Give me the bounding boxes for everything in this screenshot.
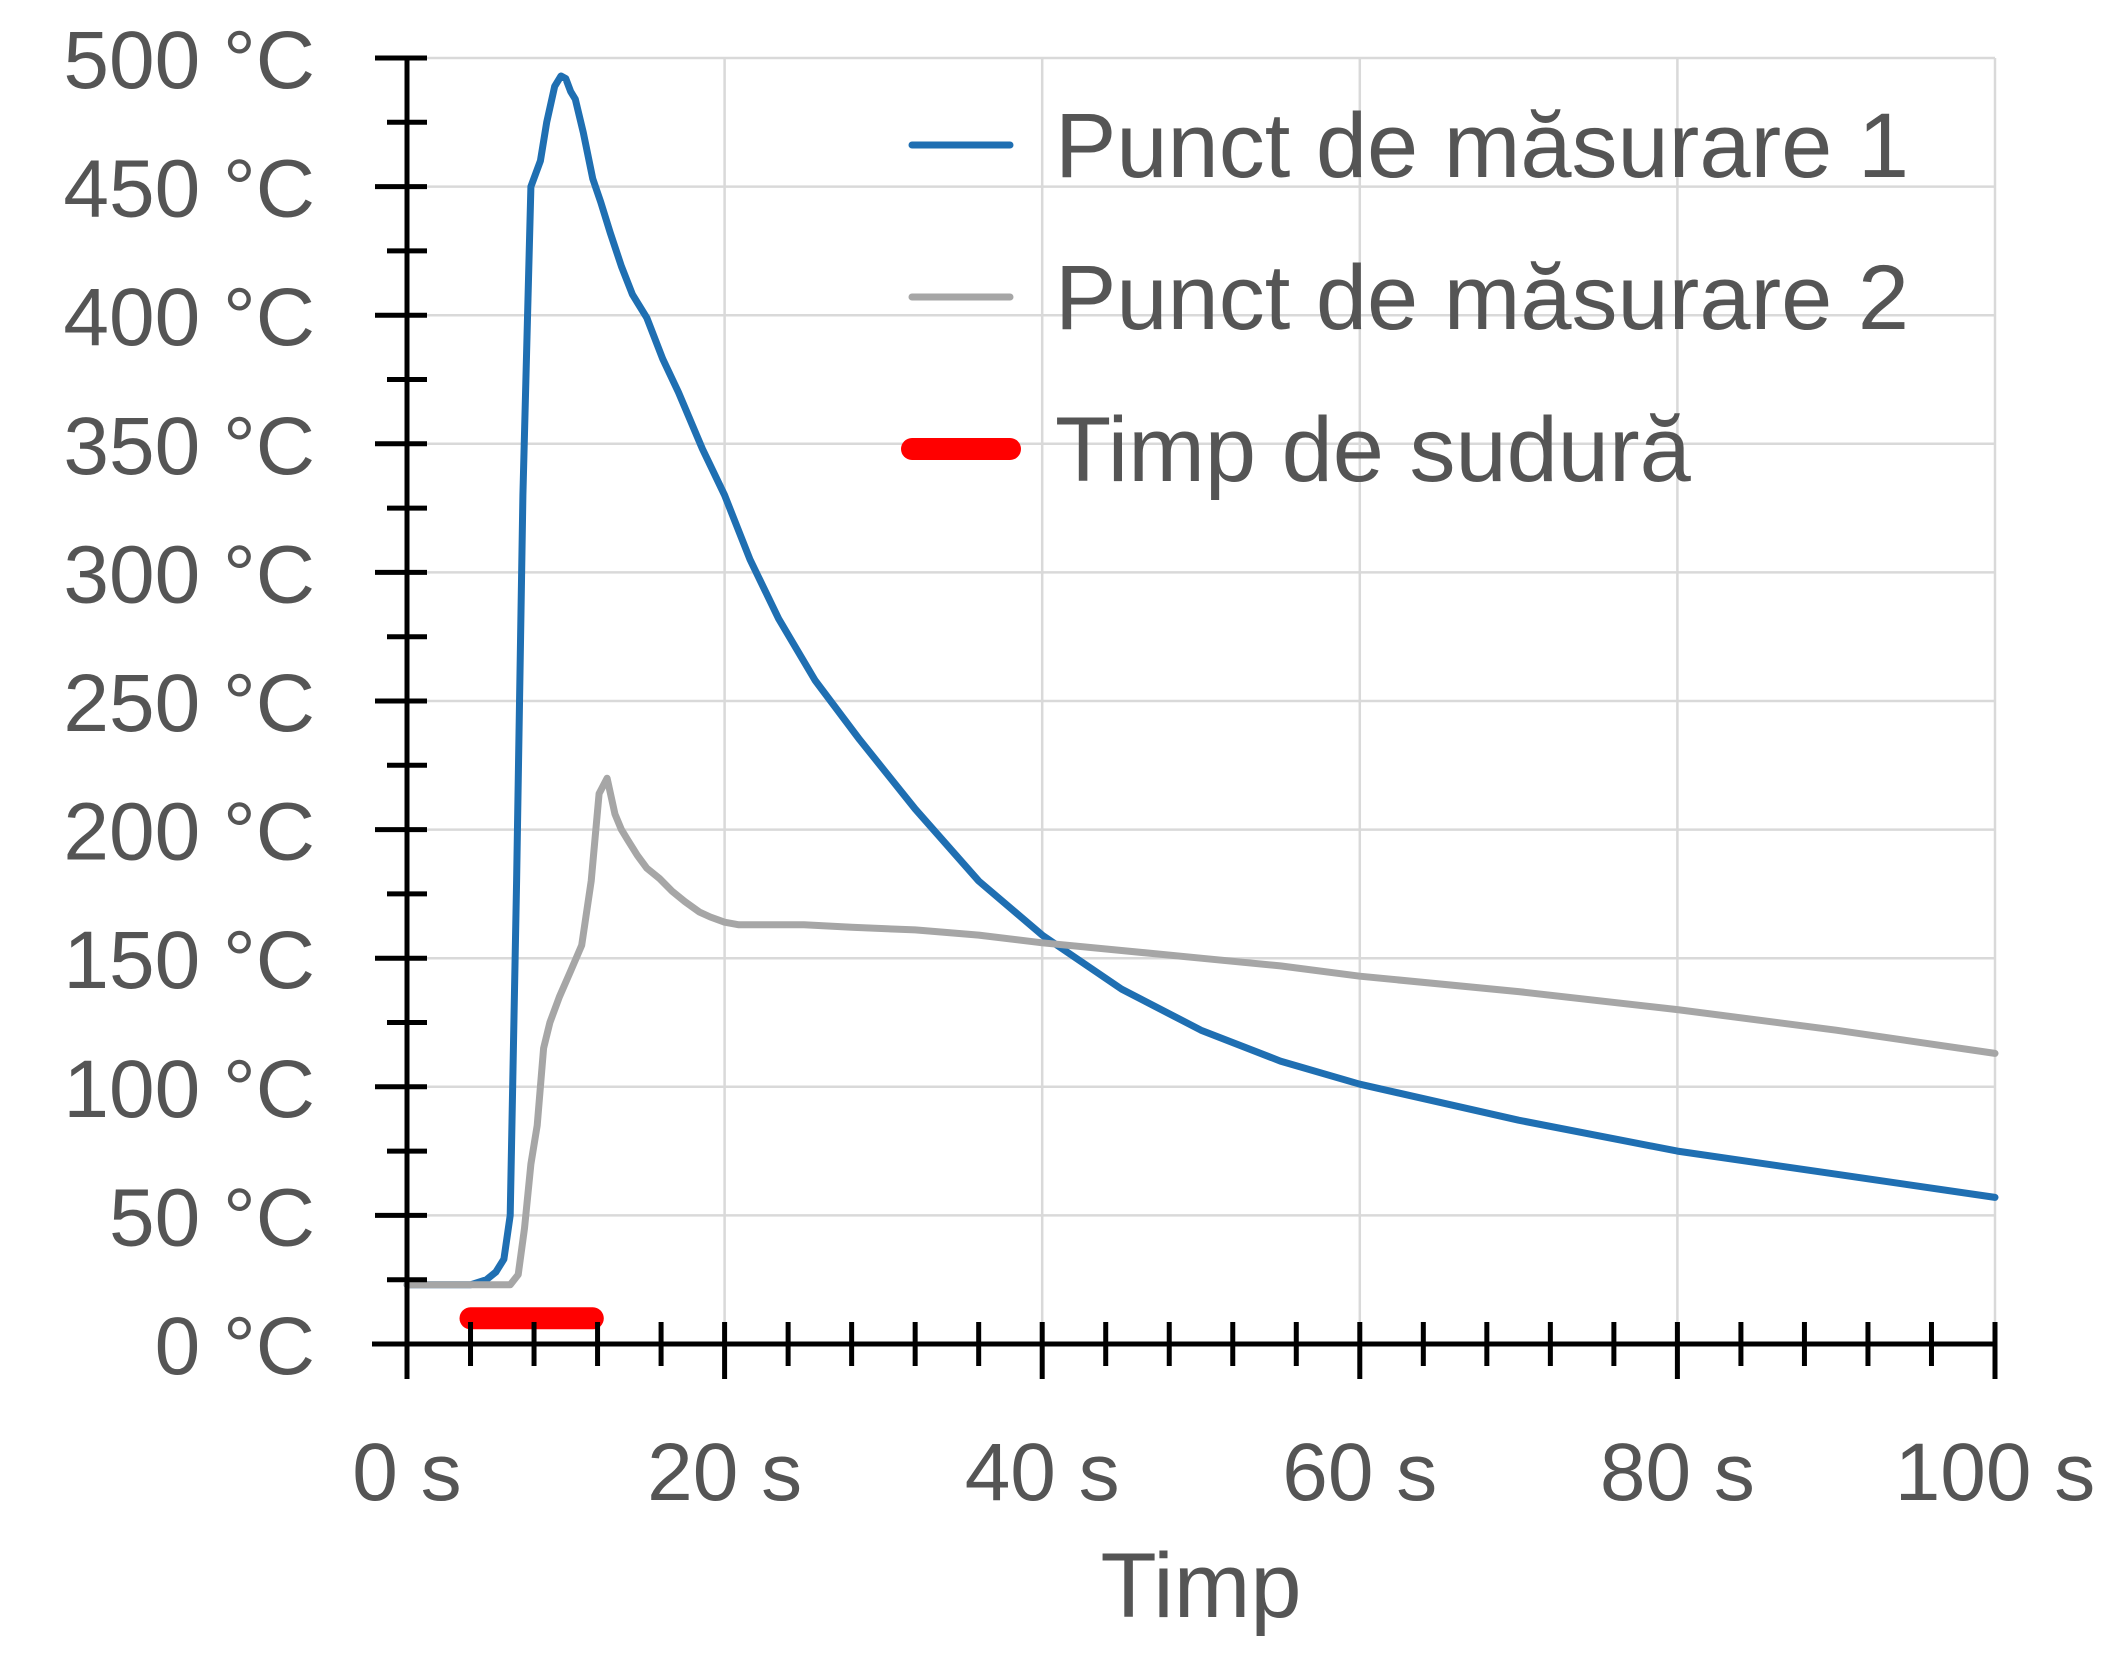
series-layer xyxy=(403,72,1999,1330)
legend-label-2: Punct de măsurare 2 xyxy=(1055,247,1909,349)
y-tick-label: 0 °C xyxy=(155,1301,315,1392)
y-tick-labels: 0 °C 50 °C 100 °C 150 °C 200 °C 250 °C 300 °C 3… xyxy=(63,15,315,1392)
grid-lines xyxy=(407,56,1997,1344)
y-tick-label: 500 °C xyxy=(63,15,315,106)
y-tick-label: 250 °C xyxy=(63,658,315,749)
x-tick-labels: 0 s 20 s 40 s 60 s 80 s 100 s xyxy=(352,1427,2095,1518)
legend: Punct de măsurare 1 Punct de măsurare 2 Ti… xyxy=(901,95,1909,501)
series-line-2 xyxy=(403,774,1999,1289)
legend-label-3: Timp de sudură xyxy=(1055,399,1692,501)
y-tick-label: 300 °C xyxy=(63,529,315,620)
y-tick-label: 50 °C xyxy=(109,1172,315,1263)
y-tick-label: 200 °C xyxy=(63,787,315,878)
axes xyxy=(372,55,1998,1379)
y-tick-label: 400 °C xyxy=(63,272,315,363)
x-tick-label: 100 s xyxy=(1895,1427,2096,1518)
x-tick-label: 60 s xyxy=(1282,1427,1437,1518)
x-tick-label: 0 s xyxy=(352,1427,461,1518)
y-tick-label: 150 °C xyxy=(63,915,315,1006)
y-tick-label: 100 °C xyxy=(63,1044,315,1135)
x-tick-label: 80 s xyxy=(1600,1427,1755,1518)
legend-label-1: Punct de măsurare 1 xyxy=(1055,95,1909,197)
x-tick-label: 40 s xyxy=(965,1427,1120,1518)
y-tick-label: 450 °C xyxy=(63,144,315,235)
series-line-1 xyxy=(403,72,1999,1289)
x-axis-title: Timp xyxy=(1100,1535,1301,1637)
x-tick-label: 20 s xyxy=(647,1427,802,1518)
y-tick-label: 350 °C xyxy=(63,401,315,492)
